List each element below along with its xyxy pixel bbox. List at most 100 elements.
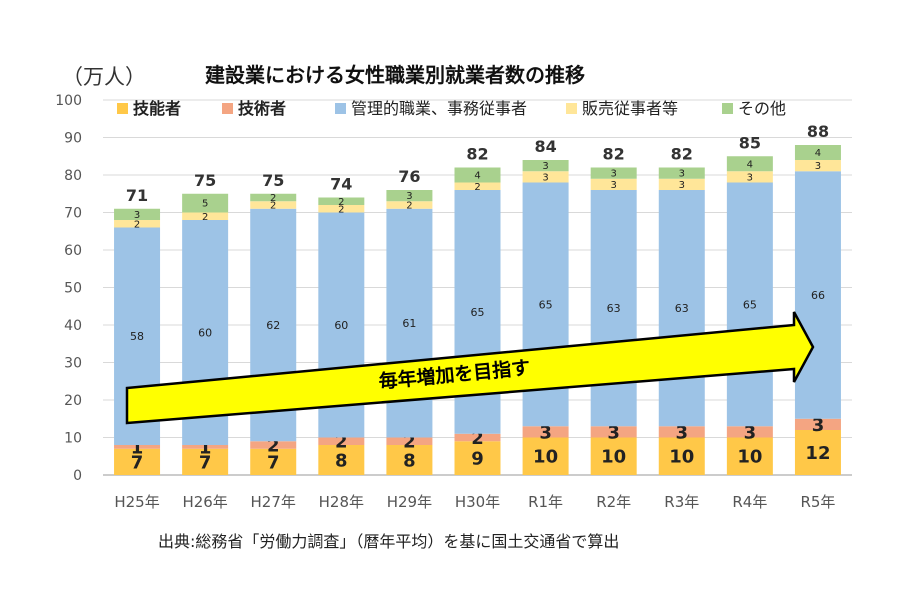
x-tick-label: R3年 (664, 493, 699, 511)
bar-segment (182, 448, 229, 475)
bar-segment (794, 145, 841, 160)
x-tick-label: H27年 (251, 493, 296, 511)
bar-segment (590, 190, 637, 427)
bar-segment (454, 182, 501, 190)
data-label: 4 (815, 148, 821, 159)
y-tick-label: 90 (64, 131, 82, 147)
y-tick-label: 80 (64, 168, 82, 184)
bar-segment (250, 201, 297, 209)
bar-segment (250, 441, 297, 449)
bar-segment (386, 201, 433, 209)
legend-swatch (566, 103, 577, 114)
data-label: 2 (134, 219, 140, 230)
data-label: 3 (744, 422, 757, 443)
bar-segment (794, 418, 841, 430)
bar-segment (454, 167, 501, 183)
legend-label: 販売従事者等 (582, 99, 678, 118)
data-label: 3 (134, 210, 140, 221)
x-tick-label: H30年 (455, 493, 500, 511)
bar-segment (726, 171, 773, 183)
bar-segment (318, 197, 365, 205)
data-label: 62 (266, 319, 280, 332)
legend-swatch (335, 103, 346, 114)
x-tick-label: H29年 (387, 493, 432, 511)
data-label: 9 (471, 449, 484, 470)
y-tick-label: 100 (55, 93, 82, 109)
data-label: 65 (471, 306, 485, 319)
unit-label: （万人） (62, 65, 146, 89)
bar-segment (726, 156, 773, 172)
data-label: 2 (270, 193, 276, 204)
legend-swatch (117, 103, 128, 114)
bar-segment (658, 426, 705, 438)
bar-segment (114, 208, 161, 220)
bar-segment (590, 167, 637, 179)
data-label: 3 (542, 172, 548, 183)
data-label: 4 (474, 171, 480, 182)
data-label: 58 (130, 330, 144, 343)
data-label: 12 (805, 443, 830, 464)
y-tick-label: 70 (64, 206, 82, 222)
bar-segment (250, 448, 297, 475)
bar-segment (794, 430, 841, 475)
data-label: 4 (747, 159, 753, 170)
data-label: 3 (679, 169, 685, 180)
total-label: 75 (262, 171, 284, 190)
total-label: 75 (194, 171, 216, 190)
bar-segment (454, 433, 501, 442)
data-label: 2 (270, 201, 276, 212)
bar-segment (590, 426, 637, 438)
data-label: 10 (601, 447, 626, 468)
bar-segment (658, 178, 705, 190)
data-label: 3 (676, 422, 689, 443)
y-axis-ticks: 0 10 20 30 40 50 60 70 80 90 100 (55, 93, 82, 484)
bar-segment (522, 171, 569, 183)
data-label: 2 (202, 212, 208, 223)
bar-segment (658, 190, 705, 427)
bar-segment (318, 445, 365, 475)
data-label: 3 (747, 172, 753, 183)
x-tick-label: R5年 (800, 493, 835, 511)
y-tick-label: 60 (64, 243, 82, 259)
data-label: 8 (403, 450, 416, 471)
bar-segment (318, 205, 365, 213)
data-label: 3 (610, 180, 616, 191)
data-label: 61 (402, 317, 416, 330)
bar-segment (590, 437, 637, 475)
x-tick-label: R2年 (596, 493, 631, 511)
data-label: 2 (406, 201, 412, 212)
data-label: 3 (812, 415, 825, 436)
data-label: 2 (338, 204, 344, 215)
data-label: 63 (607, 302, 621, 315)
data-label: 10 (533, 447, 558, 468)
y-tick-label: 50 (64, 281, 82, 297)
data-label: 7 (199, 452, 212, 473)
bar-segment (726, 426, 773, 438)
total-label: 76 (398, 167, 420, 186)
bar-segment (454, 441, 501, 475)
legend-label: その他 (738, 99, 786, 118)
bar-segment (794, 160, 841, 172)
x-tick-label: H28年 (319, 493, 364, 511)
data-label: 2 (338, 197, 344, 208)
bar-segment (182, 193, 229, 213)
bar-segment (114, 448, 161, 475)
legend-swatch (722, 103, 733, 114)
source-note: 出典:総務省「労働力調査」（暦年平均）を基に国土交通省で算出 (158, 532, 619, 551)
y-tick-label: 20 (64, 393, 82, 409)
data-label: 10 (669, 447, 694, 468)
total-label: 82 (603, 145, 625, 164)
x-tick-label: H25年 (114, 493, 159, 511)
data-label: 3 (542, 161, 548, 172)
bars: 71582371H25年71602575H26年72622275H27年8260… (114, 122, 841, 511)
y-tick-label: 10 (64, 431, 82, 447)
bar-segment (386, 437, 433, 445)
data-label: 3 (406, 191, 412, 202)
bar-segment (386, 445, 433, 475)
data-label: 65 (743, 298, 757, 311)
bar-segment (794, 171, 841, 419)
legend-label: 技術者 (238, 99, 286, 118)
data-label: 66 (811, 289, 825, 302)
y-tick-label: 0 (73, 468, 82, 484)
